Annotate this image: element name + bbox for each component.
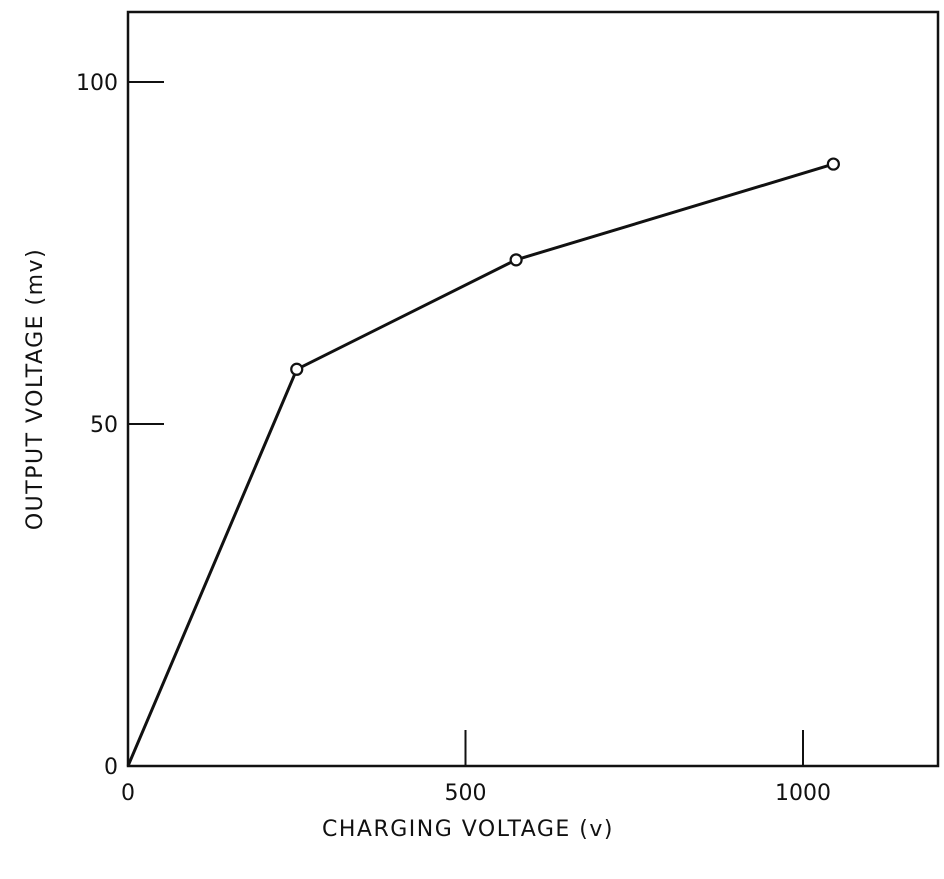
y-axis-ticks: 0 50 100 — [76, 71, 164, 780]
data-point — [509, 253, 523, 267]
y-tick-label: 50 — [90, 413, 118, 438]
series-layer — [126, 157, 840, 767]
y-tick-label: 100 — [76, 71, 118, 96]
series-line — [126, 162, 834, 767]
x-axis-title: CHARGING VOLTAGE (v) — [322, 817, 614, 842]
x-tick-label: 1000 — [775, 781, 831, 806]
x-tick-label: 500 — [445, 781, 487, 806]
x-tick-label: 0 — [121, 781, 135, 806]
x-axis-ticks: 0 500 1000 — [121, 730, 831, 806]
data-point — [826, 157, 840, 171]
y-tick-label: 0 — [104, 755, 118, 780]
data-point — [290, 362, 304, 376]
plot-frame — [126, 10, 940, 768]
y-axis-title: OUTPUT VOLTAGE (mv) — [23, 248, 48, 530]
